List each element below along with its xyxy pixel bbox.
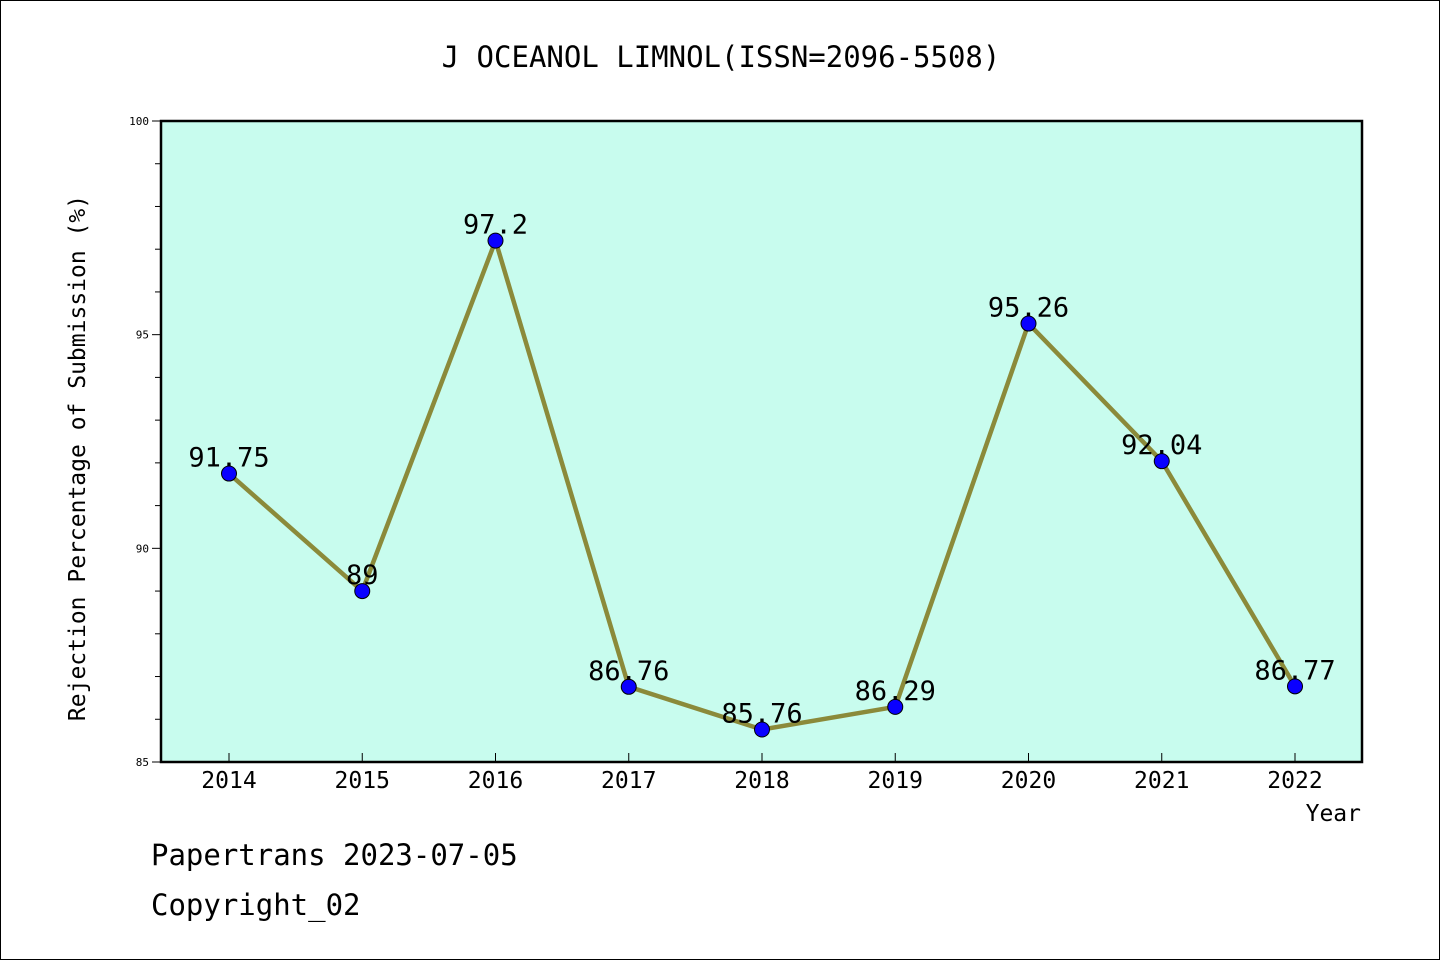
data-point [620, 678, 637, 695]
data-point [487, 232, 504, 249]
data-point [887, 698, 904, 715]
x-tick-label: 2022 [1267, 768, 1322, 794]
x-tick-label: 2016 [468, 768, 523, 794]
x-tick-label: 2021 [1134, 768, 1189, 794]
data-label: 97.2 [463, 210, 528, 241]
x-tick-label: 2014 [201, 768, 256, 794]
y-tick-label: 90 [136, 542, 149, 555]
y-tick-label: 85 [136, 756, 149, 769]
data-point [354, 583, 371, 600]
x-tick-label: 2015 [335, 768, 390, 794]
plot-area [159, 119, 1364, 764]
y-axis-label: Rejection Percentage of Submission (%) [65, 195, 91, 721]
data-label-group: 91.75 89 97.2 86.76 85.76 86.29 95.26 92.04 86.7… [188, 210, 1335, 730]
x-tick-label: 2017 [601, 768, 656, 794]
data-label: 85.76 [721, 699, 802, 730]
data-point [1153, 453, 1170, 470]
data-label: 92.04 [1121, 430, 1202, 461]
data-label: 89 [346, 560, 379, 591]
data-point [1287, 678, 1303, 695]
data-label: 95.26 [988, 293, 1069, 324]
marker-group [221, 232, 1303, 738]
data-label: 86.29 [855, 676, 936, 707]
x-axis: 2014 2015 2016 2017 2018 2019 2020 2021 2022 [201, 753, 1323, 794]
data-point [221, 465, 237, 482]
data-point [1020, 315, 1037, 332]
y-axis: 85 90 95 100 [129, 115, 161, 769]
x-tick-label: 2020 [1001, 768, 1056, 794]
footer-copyright-line: Copyright_02 [151, 888, 361, 923]
x-tick-label: 2018 [734, 768, 789, 794]
data-label: 91.75 [188, 443, 269, 474]
footer-date-line: Papertrans 2023-07-05 [151, 838, 518, 872]
y-tick-label: 95 [136, 329, 149, 342]
x-tick-label: 2019 [868, 768, 923, 794]
chart-title: J OCEANOL LIMNOL(ISSN=2096-5508) [442, 40, 1001, 74]
y-tick-label: 100 [129, 115, 149, 128]
data-label: 86.76 [588, 656, 669, 687]
data-label: 86.77 [1254, 655, 1335, 686]
x-axis-label: Year [1306, 801, 1361, 827]
data-point [754, 721, 770, 738]
